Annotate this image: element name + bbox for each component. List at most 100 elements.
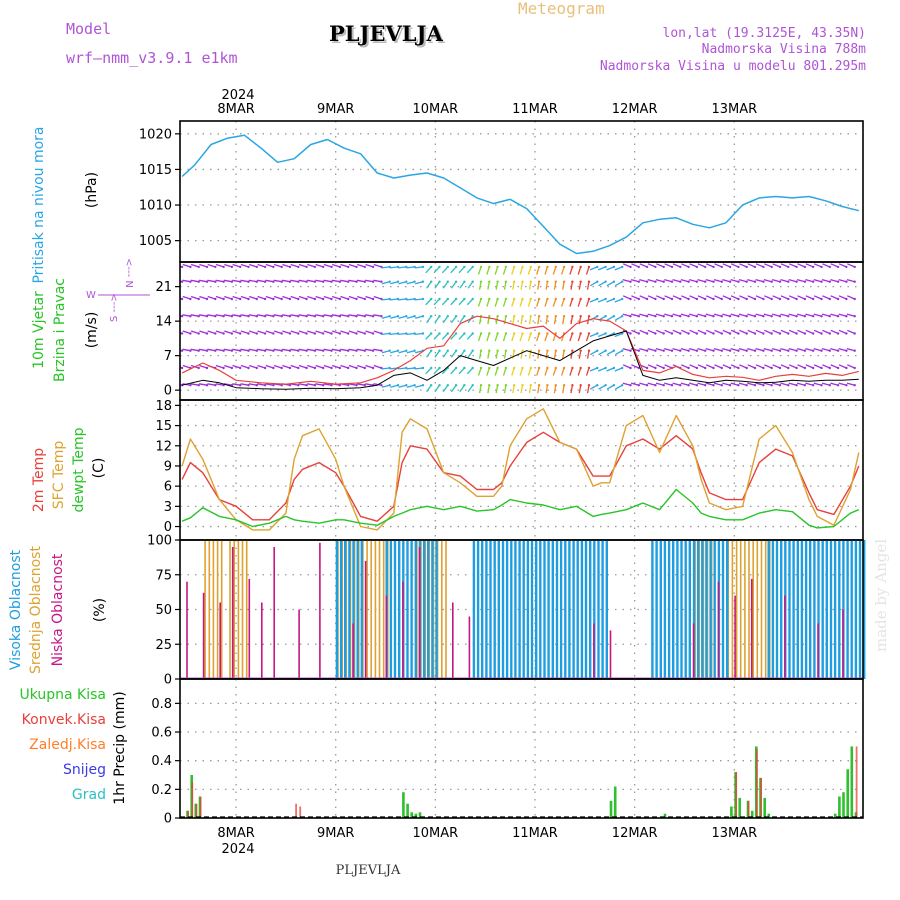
total-precip-bar	[730, 806, 733, 818]
wind-barb	[477, 367, 482, 376]
wind-barb-head	[405, 280, 408, 283]
wind-barb-head	[820, 366, 823, 370]
wind-barb-head	[338, 332, 342, 335]
wind-barb	[822, 364, 831, 369]
high-cloud-bar	[838, 540, 841, 679]
wind-barb	[215, 364, 224, 369]
wind-barb	[537, 316, 540, 325]
wind-barb	[697, 382, 706, 386]
wind-barb-head	[521, 384, 524, 387]
wind-barb-head	[820, 315, 823, 318]
wind-barb-head	[853, 349, 856, 352]
wind-barb	[739, 295, 747, 300]
wind-barb	[450, 315, 457, 324]
wind-barb	[273, 364, 282, 369]
wind-barb	[647, 347, 656, 352]
wind-barb	[182, 330, 191, 335]
wind-barb	[450, 350, 457, 358]
wind-barb-head	[297, 280, 300, 283]
wind-barb-head	[214, 297, 217, 301]
wind-barb	[630, 347, 639, 352]
wind-barb	[415, 281, 424, 285]
wind-barb-head	[562, 366, 566, 370]
wind-barb-head	[812, 280, 815, 283]
wind-barb	[466, 367, 474, 375]
wind-barb	[307, 295, 316, 300]
wind-barb	[503, 281, 507, 290]
wind-barb-head	[770, 332, 773, 335]
wind-barb-head	[803, 280, 807, 283]
wind-barb	[240, 348, 249, 352]
wind-barb-head	[762, 265, 765, 269]
conv-precip-bar	[195, 803, 198, 818]
wind-barb	[477, 298, 482, 307]
wind-barb	[631, 295, 640, 300]
conv-precip-bar	[735, 772, 738, 818]
wind-barb	[323, 330, 332, 335]
wind-barb-head	[662, 349, 665, 352]
wind-barb-head	[413, 349, 416, 352]
wind-barb	[631, 263, 640, 268]
wind-barb	[406, 332, 415, 336]
wind-barb	[830, 313, 839, 317]
wind-barb-head	[322, 315, 325, 318]
high-cloud-bar	[863, 540, 866, 679]
wind-barb-head	[778, 384, 782, 387]
wind-barb-head	[562, 315, 566, 318]
mid-cloud-bar	[445, 540, 447, 679]
snow-label: Snijeg	[63, 762, 106, 778]
wind-barb	[830, 263, 839, 268]
wind-barb	[647, 329, 656, 335]
wind-barb-head	[604, 265, 607, 269]
wind-barb-head	[587, 384, 591, 387]
wind-barb	[315, 279, 324, 283]
wind-barb	[847, 329, 855, 335]
wind-barb-head	[596, 366, 599, 370]
total-precip-bar	[750, 810, 754, 818]
wind-barb-head	[347, 384, 350, 387]
wind-barb	[797, 364, 806, 369]
wind-barb-head	[720, 297, 723, 301]
cloud-tick-label: 100	[147, 534, 172, 549]
wind-title-2: Brzina i Pravac	[52, 278, 68, 382]
wind-barb	[606, 298, 615, 303]
wind-barb	[569, 298, 574, 307]
high-cloud-bar	[559, 540, 563, 679]
wind-barb-head	[762, 366, 765, 370]
sfc-temp-title: SFC Temp	[51, 441, 67, 510]
high-cloud-bar	[522, 540, 525, 679]
wind-barb	[788, 347, 797, 352]
low-cloud-bar	[248, 578, 251, 679]
wind-barb	[562, 385, 565, 394]
wind-barb	[805, 295, 814, 300]
total-precip-bar	[414, 813, 418, 818]
wind-barb-head	[654, 349, 657, 352]
wind-barb-head	[463, 366, 466, 370]
wind-barb	[426, 350, 432, 358]
wind-barb-head	[770, 280, 773, 283]
wind-barb	[788, 263, 797, 268]
high-cloud-bar	[821, 540, 824, 679]
wind-barb-head	[297, 366, 300, 370]
wind-barb-head	[836, 297, 840, 301]
wind-barb	[738, 347, 747, 352]
wind-barb-head	[679, 349, 682, 352]
wind-barb	[365, 364, 374, 369]
wind-barb	[570, 350, 574, 359]
wind-barb	[788, 278, 797, 283]
wind-barb-head	[347, 265, 350, 269]
wind-barb-head	[778, 349, 782, 352]
wind-barb-head	[488, 280, 491, 283]
wind-barb-head	[288, 265, 292, 269]
wind-barb	[450, 298, 457, 306]
wind-barb	[248, 383, 257, 386]
total-precip-bar	[609, 800, 613, 818]
wind-barb-head	[720, 384, 723, 387]
wind-barb-head	[355, 315, 358, 318]
wind-barb-head	[695, 297, 699, 301]
wind-barb	[426, 281, 432, 289]
wind-barb	[597, 332, 606, 338]
high-cloud-bar	[605, 540, 608, 679]
wind-barb	[772, 263, 781, 268]
wind-barb-head	[239, 349, 242, 352]
